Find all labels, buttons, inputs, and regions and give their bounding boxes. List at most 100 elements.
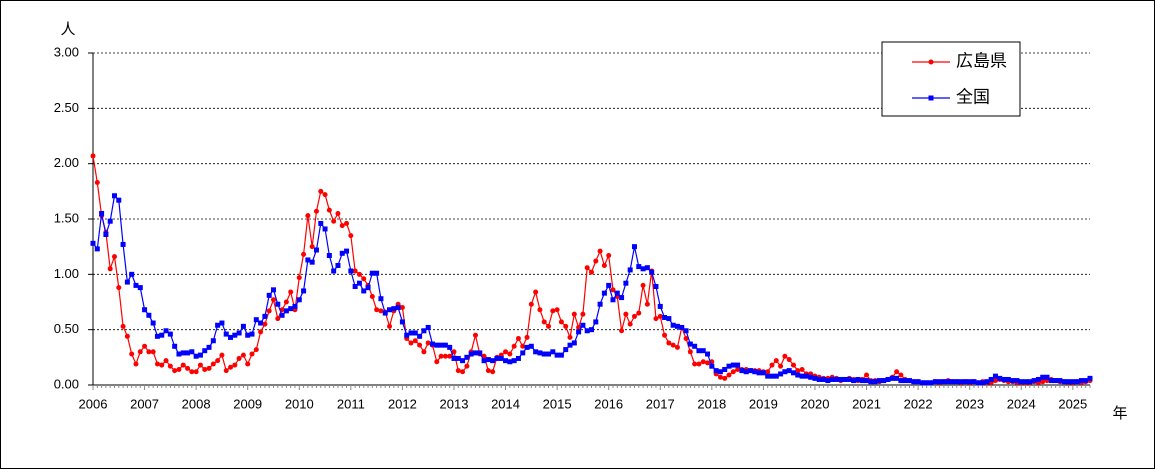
- data-point: [868, 379, 874, 385]
- data-point: [958, 379, 964, 385]
- y-tick-label: 1.50: [54, 210, 79, 225]
- data-point: [228, 334, 234, 340]
- data-point: [1031, 378, 1037, 384]
- data-point: [464, 354, 470, 360]
- data-point: [498, 355, 504, 361]
- data-point: [387, 307, 393, 313]
- data-point: [167, 363, 173, 369]
- data-point: [885, 376, 891, 382]
- data-point: [915, 379, 921, 385]
- data-point: [653, 284, 659, 290]
- data-point: [722, 375, 728, 381]
- data-point: [541, 351, 547, 357]
- data-point: [146, 349, 152, 355]
- data-point: [700, 348, 706, 354]
- data-point: [571, 340, 577, 346]
- data-point: [335, 262, 341, 268]
- data-point: [546, 323, 552, 329]
- data-point: [1001, 376, 1007, 382]
- data-point: [425, 340, 431, 346]
- data-point: [692, 343, 698, 349]
- data-point: [537, 307, 543, 313]
- data-point: [417, 342, 423, 348]
- data-point: [601, 290, 607, 296]
- data-point: [666, 340, 672, 346]
- data-point: [399, 319, 405, 325]
- data-point: [1044, 374, 1050, 380]
- data-point: [236, 355, 242, 361]
- data-point: [116, 197, 122, 203]
- data-point: [185, 365, 191, 371]
- data-point: [580, 322, 586, 328]
- data-point: [283, 308, 289, 314]
- x-tick-label: 2009: [233, 396, 262, 411]
- data-point: [520, 343, 526, 349]
- data-point: [421, 349, 427, 355]
- data-point: [99, 210, 105, 216]
- data-point: [232, 362, 238, 368]
- data-point: [533, 289, 539, 295]
- data-point: [262, 321, 268, 327]
- data-point: [94, 246, 100, 252]
- data-point: [722, 367, 728, 373]
- data-point: [851, 378, 857, 384]
- data-point: [460, 369, 466, 375]
- legend-label: 広島県: [956, 51, 1007, 70]
- x-tick-label: 2017: [646, 396, 675, 411]
- data-point: [124, 333, 130, 339]
- data-point: [1040, 379, 1046, 385]
- legend-label: 全国: [956, 87, 990, 106]
- data-point: [838, 376, 844, 382]
- data-point: [898, 372, 904, 378]
- data-point: [369, 270, 375, 276]
- data-point: [941, 379, 947, 385]
- data-point: [447, 353, 453, 359]
- data-point: [481, 358, 487, 364]
- data-point: [142, 307, 148, 313]
- data-point: [90, 153, 96, 159]
- data-point: [1035, 376, 1041, 382]
- data-point: [417, 333, 423, 339]
- data-point: [705, 360, 711, 366]
- data-point: [528, 343, 534, 349]
- data-point: [610, 297, 616, 303]
- data-point: [653, 316, 659, 322]
- data-point: [94, 179, 100, 185]
- data-point: [855, 376, 861, 382]
- legend-marker: [928, 59, 934, 65]
- data-point: [790, 362, 796, 368]
- x-tick-label: 2019: [749, 396, 778, 411]
- data-point: [859, 378, 865, 384]
- data-point: [829, 376, 835, 382]
- data-point: [683, 336, 689, 342]
- data-point: [240, 323, 246, 329]
- y-tick-label: 3.00: [54, 44, 79, 59]
- x-tick-label: 2012: [388, 396, 417, 411]
- data-point: [606, 253, 612, 259]
- data-point: [537, 350, 543, 356]
- data-point: [640, 266, 646, 272]
- data-point: [301, 288, 307, 294]
- data-point: [674, 323, 680, 329]
- data-point: [696, 361, 702, 367]
- data-point: [202, 367, 208, 373]
- data-point: [421, 328, 427, 334]
- data-point: [309, 259, 315, 265]
- data-point: [666, 316, 672, 322]
- data-point: [356, 280, 362, 286]
- data-point: [266, 292, 272, 298]
- x-tick-label: 2011: [337, 396, 365, 411]
- data-point: [735, 362, 741, 368]
- data-point: [442, 353, 448, 359]
- data-point: [778, 371, 784, 377]
- data-point: [563, 347, 569, 353]
- data-point: [756, 370, 762, 376]
- data-point: [503, 358, 509, 364]
- data-point: [107, 266, 113, 272]
- data-point: [932, 379, 938, 385]
- data-point: [215, 358, 221, 364]
- data-point: [1005, 376, 1011, 382]
- data-point: [1018, 379, 1024, 385]
- x-tick-label: 2006: [79, 396, 108, 411]
